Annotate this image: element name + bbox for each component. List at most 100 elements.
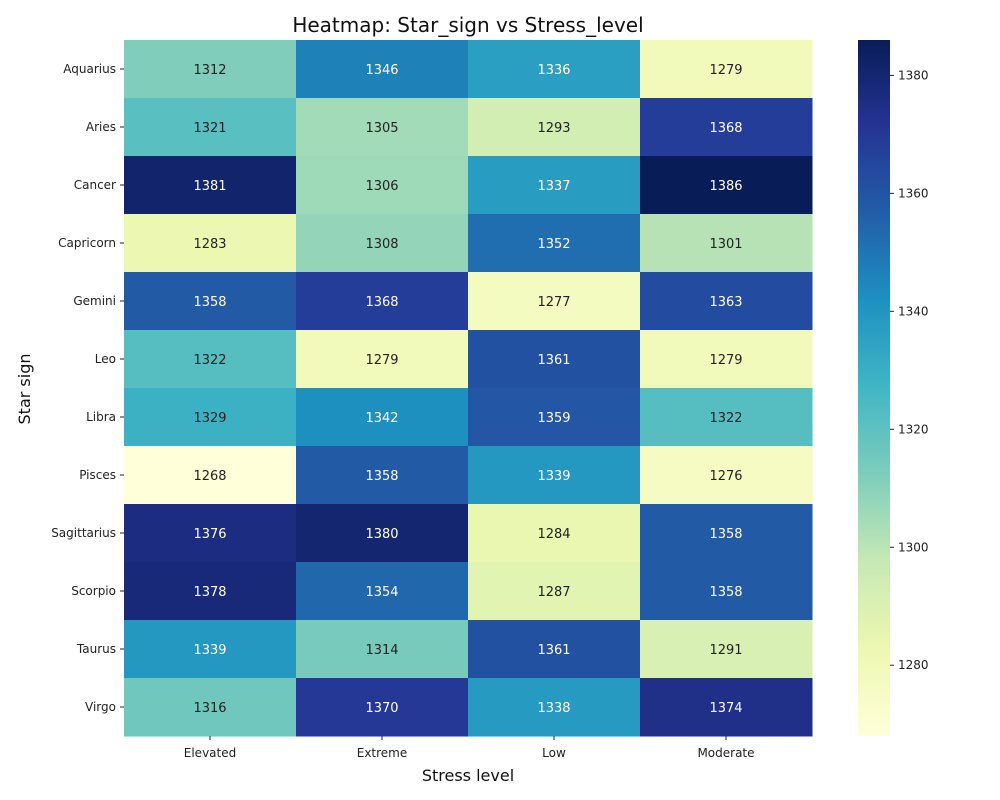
y-axis-title: Star sign (15, 354, 34, 425)
colorbar-ticks: 1280 1300 1320 1340 1360 1380 (890, 68, 929, 672)
heatmap-cell (124, 98, 297, 157)
heatmap-cell (468, 446, 641, 505)
cell-value-label: 1339 (193, 643, 226, 658)
cell-value-label: 1277 (537, 295, 570, 310)
heatmap-cell (124, 446, 297, 505)
heatmap-cell (296, 98, 469, 157)
x-axis-title: Stress level (422, 766, 514, 785)
cell-value-label: 1329 (193, 411, 226, 426)
cell-value-label: 1361 (537, 353, 570, 368)
cell-value-label: 1342 (365, 411, 398, 426)
cell-value-label: 1381 (193, 179, 226, 194)
heatmap-cell (296, 388, 469, 447)
cell-value-label: 1370 (365, 701, 398, 716)
cell-value-label: 1279 (709, 353, 742, 368)
heatmap-cell (296, 504, 469, 563)
cell-value-label: 1359 (537, 411, 570, 426)
heatmap-cell (296, 678, 469, 737)
cell-value-label: 1279 (709, 63, 742, 78)
cell-value-label: 1305 (365, 121, 398, 136)
y-tick-label: Scorpio (71, 584, 116, 598)
cell-value-label: 1358 (709, 585, 742, 600)
colorbar-tick-label: 1300 (898, 540, 929, 554)
y-tick-label: Pisces (79, 468, 116, 482)
heatmap-cell (468, 40, 641, 99)
cell-value-label: 1358 (193, 295, 226, 310)
x-axis-ticks: Elevated Extreme Low Moderate (184, 736, 755, 760)
cell-value-label: 1301 (709, 237, 742, 252)
cell-value-label: 1339 (537, 469, 570, 484)
heatmap-cell (640, 156, 813, 215)
heatmap-cell (468, 620, 641, 679)
colorbar (858, 40, 890, 736)
cell-value-label: 1378 (193, 585, 226, 600)
cell-value-label: 1363 (709, 295, 742, 310)
heatmap-cell (640, 620, 813, 679)
y-tick-label: Gemini (73, 294, 116, 308)
y-tick-label: Leo (95, 352, 116, 366)
heatmap-cell (124, 272, 297, 331)
cell-value-label: 1352 (537, 237, 570, 252)
heatmap-cell (468, 562, 641, 621)
heatmap-cell (640, 272, 813, 331)
heatmap-cell (124, 504, 297, 563)
cell-value-label: 1354 (365, 585, 398, 600)
y-tick-label: Sagittarius (51, 526, 116, 540)
heatmap-cell (640, 40, 813, 99)
y-axis-ticks: Aquarius Aries Cancer Capricorn Gemini Leo Lib… (51, 62, 124, 714)
y-tick-label: Taurus (76, 642, 116, 656)
cell-value-label: 1368 (365, 295, 398, 310)
cell-value-label: 1279 (365, 353, 398, 368)
cell-value-label: 1361 (537, 643, 570, 658)
colorbar-tick-label: 1360 (898, 186, 929, 200)
heatmap-cell (124, 330, 297, 389)
heatmap-cell (640, 562, 813, 621)
cell-value-label: 1346 (365, 63, 398, 78)
colorbar-tick-label: 1280 (898, 658, 929, 672)
cell-value-label: 1276 (709, 469, 742, 484)
heatmap-cell (296, 620, 469, 679)
colorbar-tick-label: 1320 (898, 422, 929, 436)
cell-value-label: 1337 (537, 179, 570, 194)
heatmap-cell (296, 214, 469, 273)
cell-value-label: 1380 (365, 527, 398, 542)
heatmap-cell (124, 678, 297, 737)
heatmap-cell (124, 214, 297, 273)
x-tick-label: Moderate (697, 746, 754, 760)
cell-value-label: 1308 (365, 237, 398, 252)
heatmap-cell (124, 156, 297, 215)
cell-value-label: 1358 (709, 527, 742, 542)
heatmap-cell (468, 678, 641, 737)
heatmap-cell (296, 446, 469, 505)
heatmap-cell (468, 272, 641, 331)
cell-value-label: 1291 (709, 643, 742, 658)
cell-value-label: 1374 (709, 701, 742, 716)
heatmap-cell (296, 272, 469, 331)
cell-value-label: 1314 (365, 643, 398, 658)
cell-value-label: 1283 (193, 237, 226, 252)
heatmap-cell (124, 40, 297, 99)
heatmap-cells: 1312 1346 1336 1279 1321 1305 1293 1368 1381 1306… (124, 40, 813, 737)
heatmap-cell (640, 504, 813, 563)
heatmap-cell (468, 156, 641, 215)
heatmap-cell (124, 562, 297, 621)
cell-value-label: 1376 (193, 527, 226, 542)
cell-value-label: 1386 (709, 179, 742, 194)
cell-value-label: 1368 (709, 121, 742, 136)
colorbar-tick-label: 1340 (898, 304, 929, 318)
cell-value-label: 1358 (365, 469, 398, 484)
cell-value-label: 1268 (193, 469, 226, 484)
cell-value-label: 1306 (365, 179, 398, 194)
y-tick-label: Cancer (74, 178, 116, 192)
heatmap-cell (640, 330, 813, 389)
cell-value-label: 1287 (537, 585, 570, 600)
cell-value-label: 1336 (537, 63, 570, 78)
y-tick-label: Virgo (85, 700, 116, 714)
heatmap-cell (640, 446, 813, 505)
heatmap-cell (124, 620, 297, 679)
heatmap-cell (640, 678, 813, 737)
y-tick-label: Libra (86, 410, 116, 424)
heatmap-cell (468, 388, 641, 447)
cell-value-label: 1293 (537, 121, 570, 136)
